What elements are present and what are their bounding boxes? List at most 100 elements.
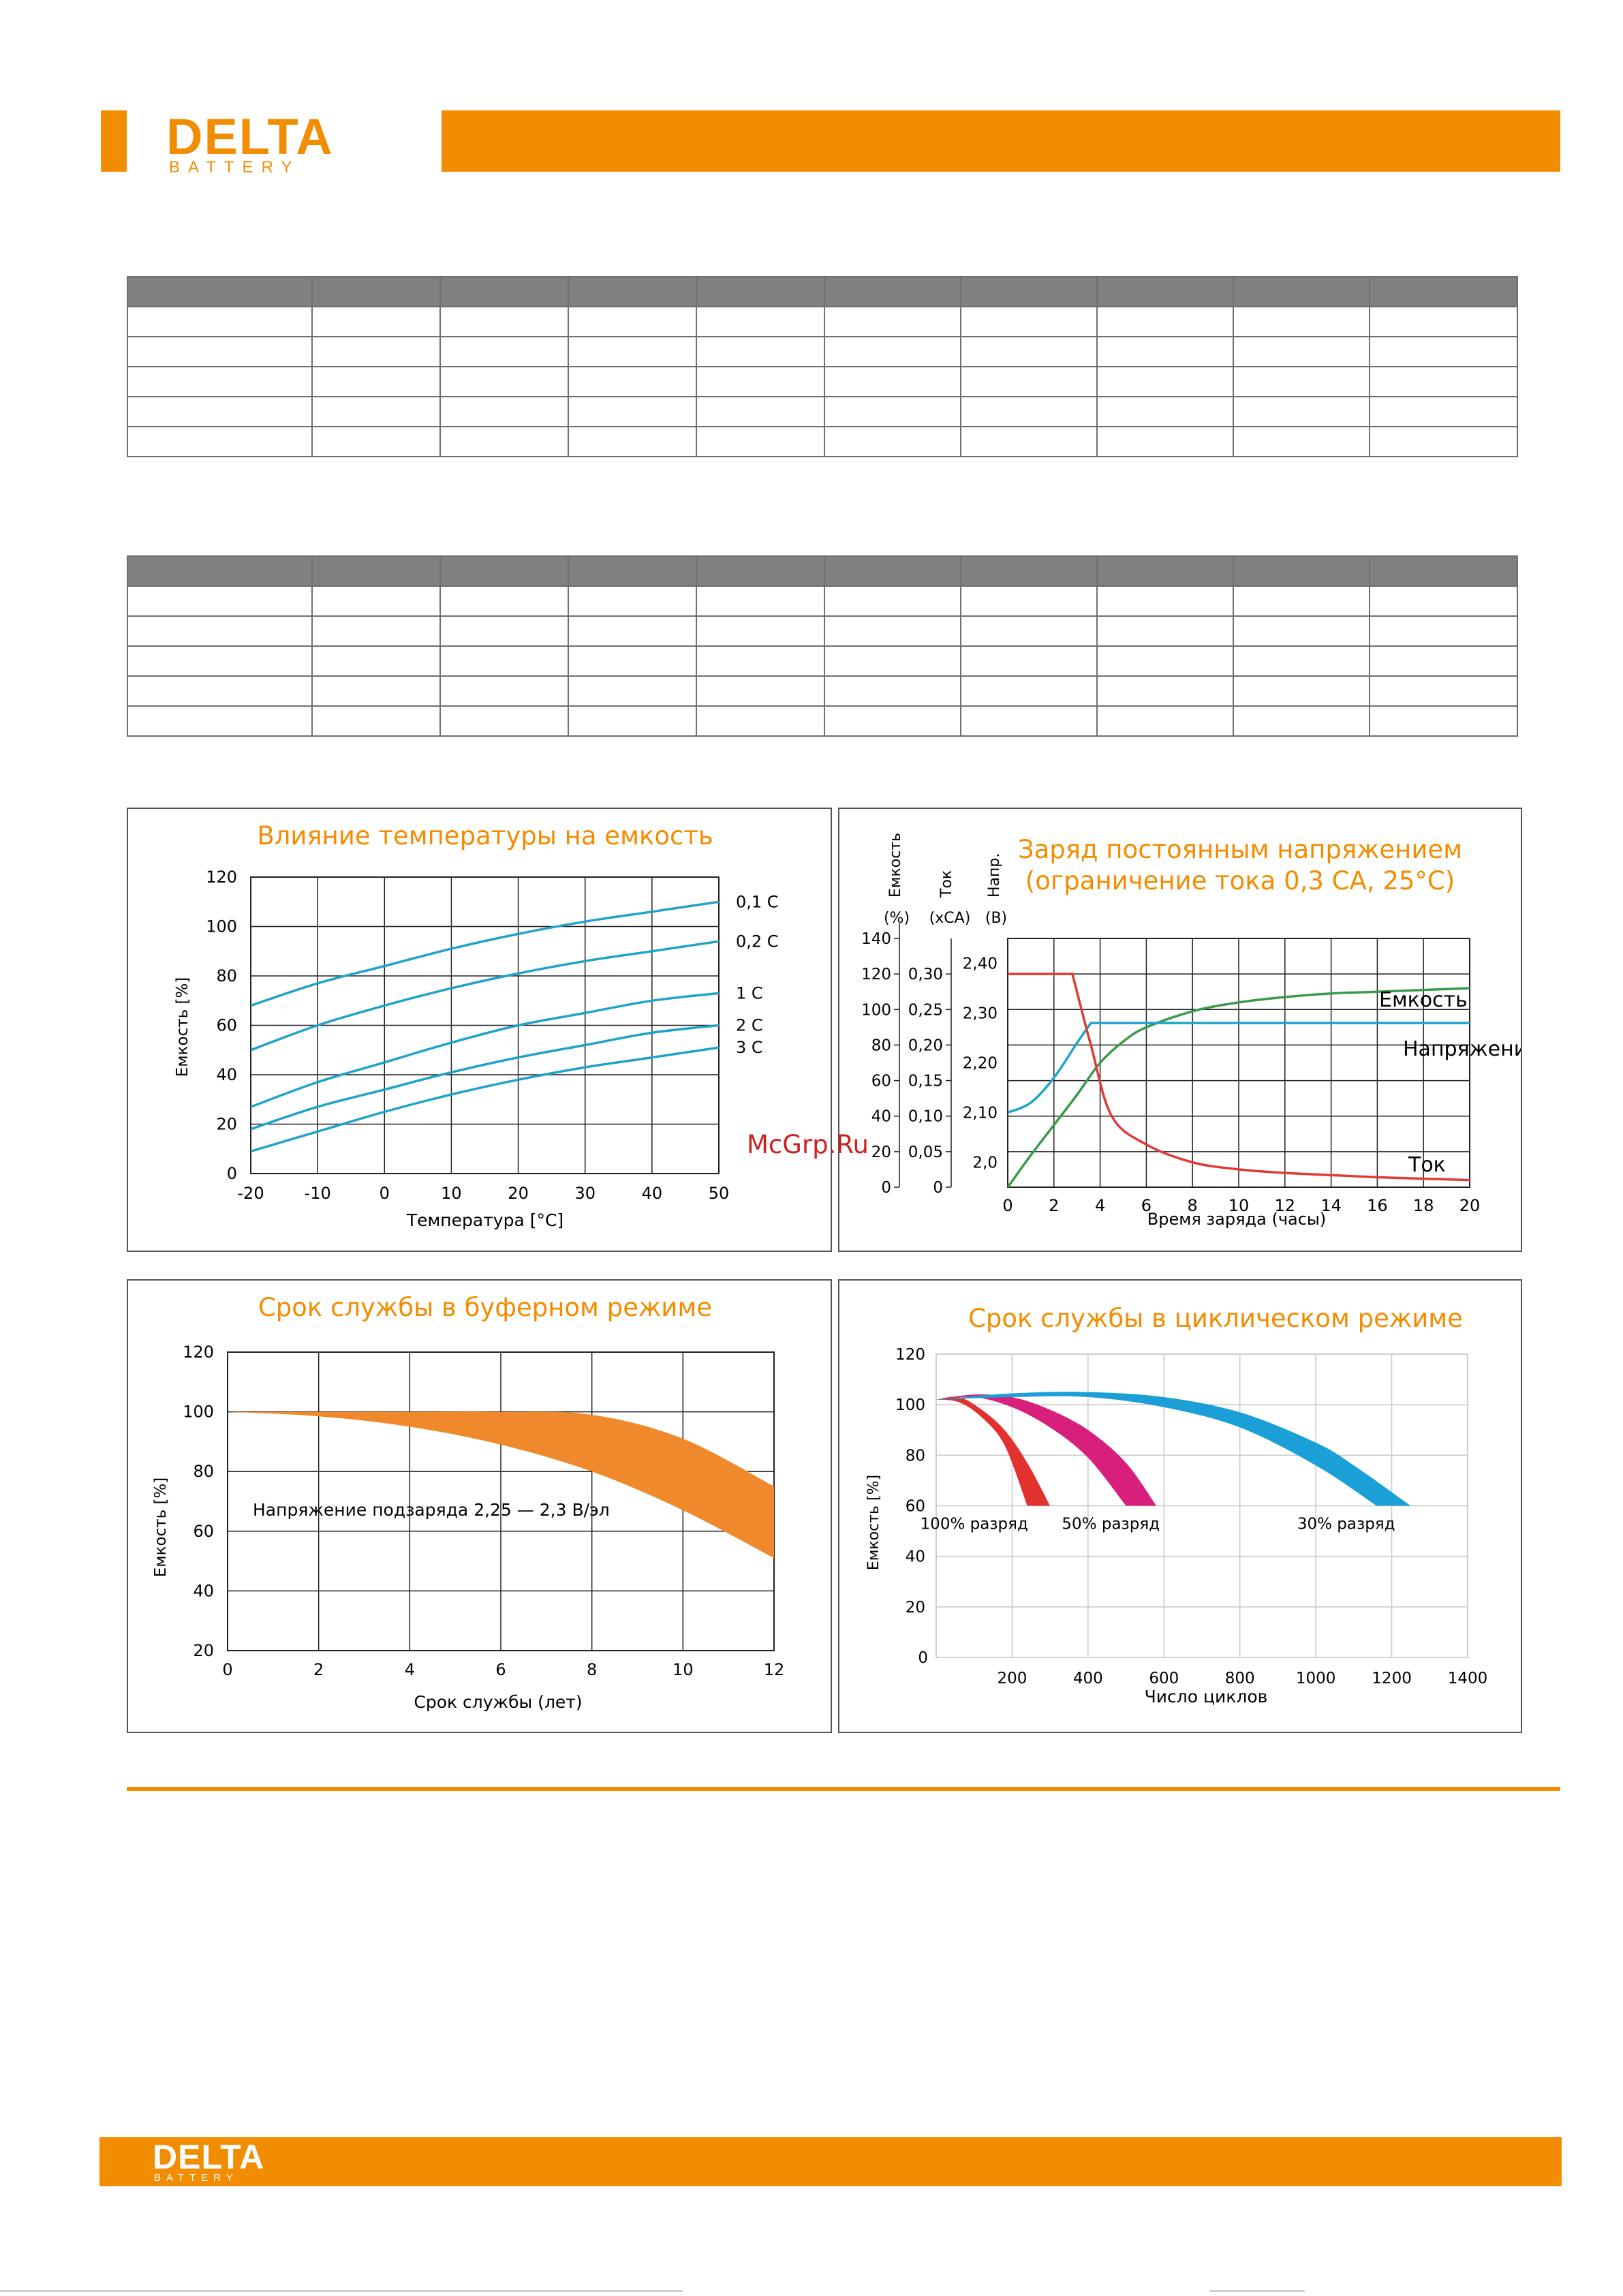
x-tick-label: 30 [574, 1184, 596, 1203]
table-cell [439, 366, 569, 397]
series-line [250, 992, 720, 1108]
table-cell [696, 615, 825, 647]
y-axis-label: Емкость [%] [174, 977, 191, 1077]
series-label-current: Ток [1408, 1153, 1446, 1177]
table-header-cell [568, 276, 697, 307]
table-cell [1233, 645, 1370, 677]
table-cell [568, 426, 697, 457]
table-cell [960, 675, 1098, 707]
y-tick-label: 20 [906, 1599, 925, 1617]
table-cell [1233, 396, 1370, 427]
table-cell [311, 615, 441, 647]
series-area-50 [936, 1394, 1157, 1506]
x-tick-label: 10 [673, 1660, 694, 1679]
annotation: Напряжение подзаряда 2,25 — 2,3 В/эл [253, 1500, 610, 1520]
table-cell [696, 675, 825, 707]
y-tick-label-current: 0,10 [908, 1108, 943, 1126]
footer-logo: DELTA BATTERY [153, 2138, 264, 2184]
x-tick-label: 50 [709, 1184, 730, 1203]
chart-constant-voltage-charge: Заряд постоянным напряжением (ограничени… [861, 833, 1521, 1229]
table-cell [311, 426, 441, 457]
table-cell [311, 306, 441, 337]
table-cell [960, 705, 1098, 737]
table-cell [1233, 615, 1370, 647]
table-cell [439, 705, 569, 737]
table-cell [696, 426, 825, 457]
table-cell [824, 336, 961, 367]
table-cell [127, 705, 313, 737]
chart-title: Влияние температуры на емкость [257, 821, 713, 851]
table-cell [1369, 645, 1518, 677]
table-cell [1233, 336, 1370, 367]
table-cell [568, 675, 697, 707]
table-cell [1369, 426, 1518, 457]
table-row [127, 645, 1518, 677]
footer-brand-name: DELTA [153, 2138, 264, 2176]
table-cell [824, 615, 961, 647]
table-cell [1369, 336, 1518, 367]
table-cell [311, 645, 441, 677]
chart-temperature-capacity: Влияние температуры на емкость Емкость [… [174, 821, 779, 1230]
table-cell [1096, 426, 1234, 457]
brand-logo: DELTA BATTERY [164, 108, 409, 177]
table-cell [439, 426, 569, 457]
table-cell [311, 366, 441, 397]
x-tick-label: 200 [997, 1670, 1027, 1687]
x-tick-label: 8 [587, 1660, 597, 1679]
footer-brand-sub: BATTERY [154, 2172, 238, 2184]
table-header-cell [127, 276, 313, 307]
table-header-cell [1096, 555, 1234, 587]
table-row [127, 675, 1518, 707]
y-tick-label: 80 [906, 1447, 925, 1465]
y-tick-label: 20 [193, 1641, 214, 1660]
spec-table-1 [127, 276, 1518, 457]
x-tick-label: 0 [918, 1649, 928, 1667]
table-cell [439, 615, 569, 647]
table-cell [568, 306, 697, 337]
series-area-buffer-life [228, 1411, 774, 1559]
x-tick-label: 2 [1049, 1196, 1059, 1215]
table-header-cell [439, 555, 569, 587]
y-tick-label-capacity: 40 [871, 1108, 891, 1126]
series-line-voltage [1007, 1022, 1470, 1114]
chart-panel-buffer: Срок службы в буферном режиме Емкость [%… [127, 1279, 832, 1733]
table-cell [696, 645, 825, 677]
table-header-cell [311, 555, 441, 587]
axis-voltage-name: Напр. [986, 853, 1003, 898]
table-cell [1096, 705, 1234, 737]
x-tick-label: 4 [1095, 1196, 1105, 1215]
x-tick-label: 4 [405, 1660, 415, 1679]
table-cell [127, 396, 313, 427]
table-cell [439, 675, 569, 707]
chart-cyclic-life: Срок службы в циклическом режиме Емкость… [865, 1304, 1487, 1706]
x-tick-label: 12 [764, 1660, 785, 1679]
table-cell [1096, 366, 1234, 397]
y-tick-label-current: 0,05 [908, 1144, 943, 1161]
table-cell [1233, 675, 1370, 707]
brand-sub: BATTERY [169, 158, 300, 177]
y-axis-label: Емкость [%] [865, 1475, 882, 1570]
table-header-cell [824, 555, 961, 587]
table-cell [127, 336, 313, 367]
series-area-100 [936, 1396, 1051, 1506]
x-tick-label: 20 [508, 1184, 529, 1203]
table-header-cell [1369, 276, 1518, 307]
table-cell [1369, 306, 1518, 337]
header-bar [442, 110, 1560, 172]
table-cell [960, 396, 1098, 427]
table-cell [1096, 306, 1234, 337]
y-tick-label: 80 [193, 1462, 214, 1481]
table-cell [439, 396, 569, 427]
table-cell [1233, 426, 1370, 457]
table-cell [824, 366, 961, 397]
x-tick-label: 12 [1275, 1196, 1296, 1215]
table-cell [127, 645, 313, 677]
series-area-30 [936, 1392, 1411, 1506]
y-tick-label: 80 [216, 966, 237, 985]
y-axis-label: Емкость [%] [152, 1478, 170, 1578]
table-cell [439, 306, 569, 337]
table-cell [568, 366, 697, 397]
chart-panel-charge: Заряд постоянным напряжением (ограничени… [838, 808, 1522, 1252]
x-tick-label: 14 [1320, 1196, 1342, 1215]
table-cell [311, 396, 441, 427]
